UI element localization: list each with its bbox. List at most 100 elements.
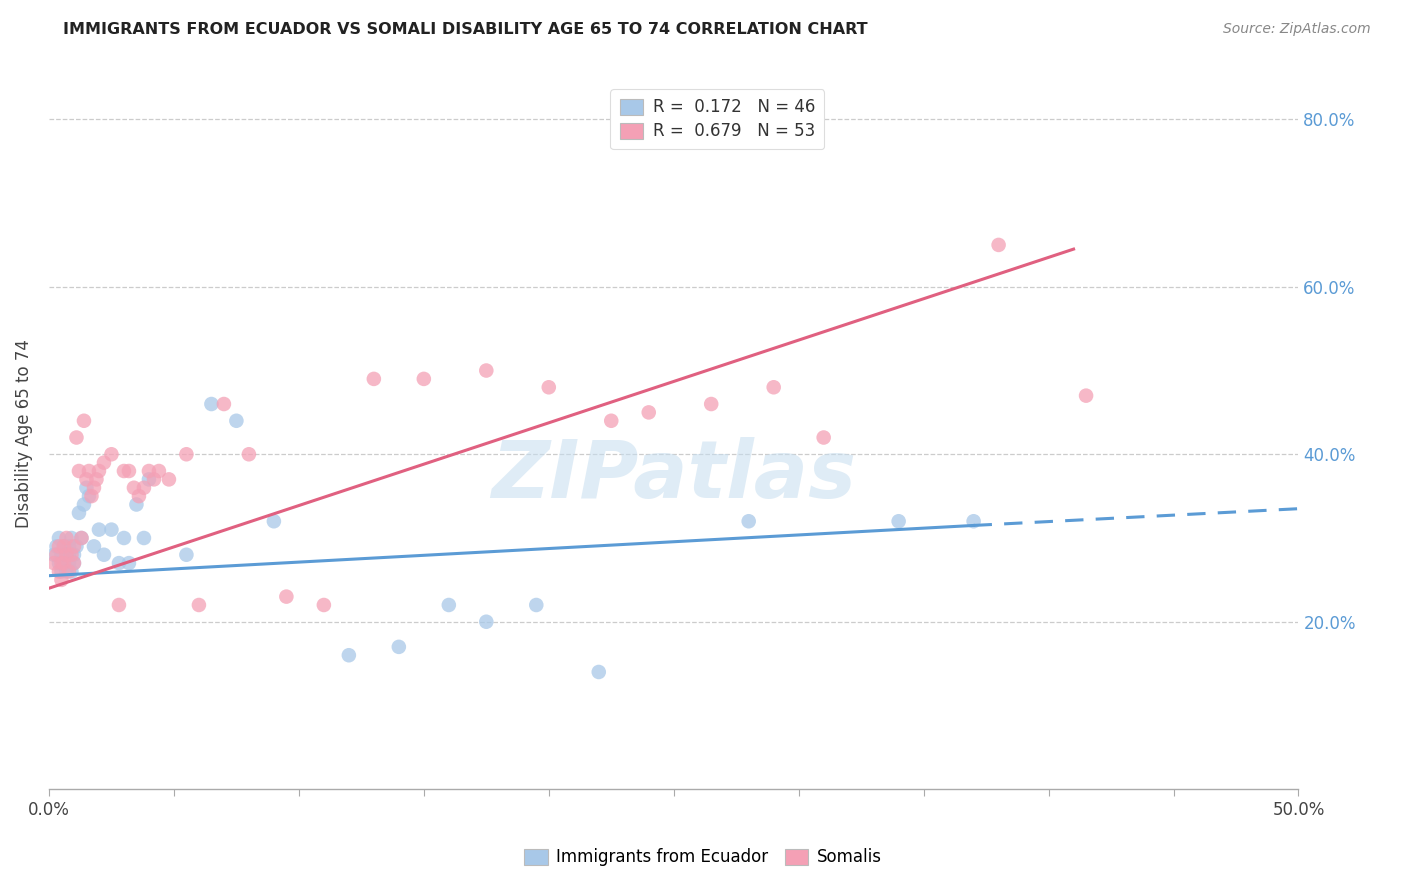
Point — [108, 598, 131, 612]
Point — [60, 548, 83, 562]
Text: Source: ZipAtlas.com: Source: ZipAtlas.com — [1223, 22, 1371, 37]
Point — [388, 640, 411, 654]
Point — [122, 481, 145, 495]
Point — [67, 506, 90, 520]
Point — [55, 565, 77, 579]
Text: IMMIGRANTS FROM ECUADOR VS SOMALI DISABILITY AGE 65 TO 74 CORRELATION CHART: IMMIGRANTS FROM ECUADOR VS SOMALI DISABI… — [63, 22, 868, 37]
Point — [200, 397, 222, 411]
Point — [312, 598, 335, 612]
Point — [212, 397, 235, 411]
Point — [987, 238, 1010, 252]
Point — [100, 447, 122, 461]
Point — [67, 464, 90, 478]
Point — [75, 481, 97, 495]
Point — [75, 472, 97, 486]
Point — [238, 447, 260, 461]
Point — [48, 531, 70, 545]
Point — [87, 523, 110, 537]
Point — [700, 397, 723, 411]
Point — [55, 548, 77, 562]
Point — [276, 590, 298, 604]
Point — [138, 472, 160, 486]
Point — [600, 414, 623, 428]
Point — [112, 464, 135, 478]
Point — [73, 498, 96, 512]
Point — [52, 556, 75, 570]
Point — [77, 489, 100, 503]
Point — [42, 556, 65, 570]
Point — [138, 464, 160, 478]
Point — [70, 531, 93, 545]
Point — [962, 514, 984, 528]
Point — [363, 372, 385, 386]
Point — [588, 665, 610, 679]
Point — [58, 556, 80, 570]
Point — [58, 540, 80, 554]
Point — [77, 464, 100, 478]
Point — [637, 405, 659, 419]
Point — [187, 598, 209, 612]
Point — [762, 380, 785, 394]
Point — [52, 556, 75, 570]
Point — [80, 489, 103, 503]
Point — [176, 447, 198, 461]
Point — [93, 456, 115, 470]
Point — [412, 372, 434, 386]
Point — [52, 540, 75, 554]
Point — [55, 548, 77, 562]
Point — [93, 548, 115, 562]
Point — [118, 556, 141, 570]
Point — [132, 531, 155, 545]
Point — [55, 531, 77, 545]
Point — [65, 430, 87, 444]
Point — [475, 615, 498, 629]
Point — [437, 598, 460, 612]
Point — [51, 548, 73, 562]
Point — [63, 548, 86, 562]
Point — [225, 414, 247, 428]
Point — [813, 430, 835, 444]
Point — [112, 531, 135, 545]
Point — [51, 565, 73, 579]
Point — [100, 523, 122, 537]
Point — [48, 540, 70, 554]
Point — [73, 414, 96, 428]
Point — [128, 489, 150, 503]
Point — [58, 548, 80, 562]
Point — [86, 472, 108, 486]
Point — [60, 531, 83, 545]
Point — [51, 573, 73, 587]
Y-axis label: Disability Age 65 to 74: Disability Age 65 to 74 — [15, 339, 32, 528]
Point — [142, 472, 165, 486]
Point — [65, 540, 87, 554]
Point — [87, 464, 110, 478]
Point — [58, 565, 80, 579]
Point — [51, 556, 73, 570]
Point — [42, 548, 65, 562]
Point — [1074, 389, 1097, 403]
Point — [45, 548, 67, 562]
Point — [60, 565, 83, 579]
Point — [63, 556, 86, 570]
Point — [70, 531, 93, 545]
Point — [48, 565, 70, 579]
Point — [157, 472, 180, 486]
Point — [63, 556, 86, 570]
Point — [108, 556, 131, 570]
Point — [52, 540, 75, 554]
Legend: R =  0.172   N = 46, R =  0.679   N = 53: R = 0.172 N = 46, R = 0.679 N = 53 — [610, 89, 824, 150]
Point — [176, 548, 198, 562]
Point — [337, 648, 360, 663]
Point — [45, 540, 67, 554]
Point — [83, 481, 105, 495]
Point — [63, 540, 86, 554]
Point — [524, 598, 547, 612]
Point — [83, 540, 105, 554]
Text: ZIPatlas: ZIPatlas — [491, 437, 856, 515]
Point — [125, 498, 148, 512]
Point — [738, 514, 761, 528]
Point — [263, 514, 285, 528]
Point — [132, 481, 155, 495]
Point — [118, 464, 141, 478]
Point — [475, 363, 498, 377]
